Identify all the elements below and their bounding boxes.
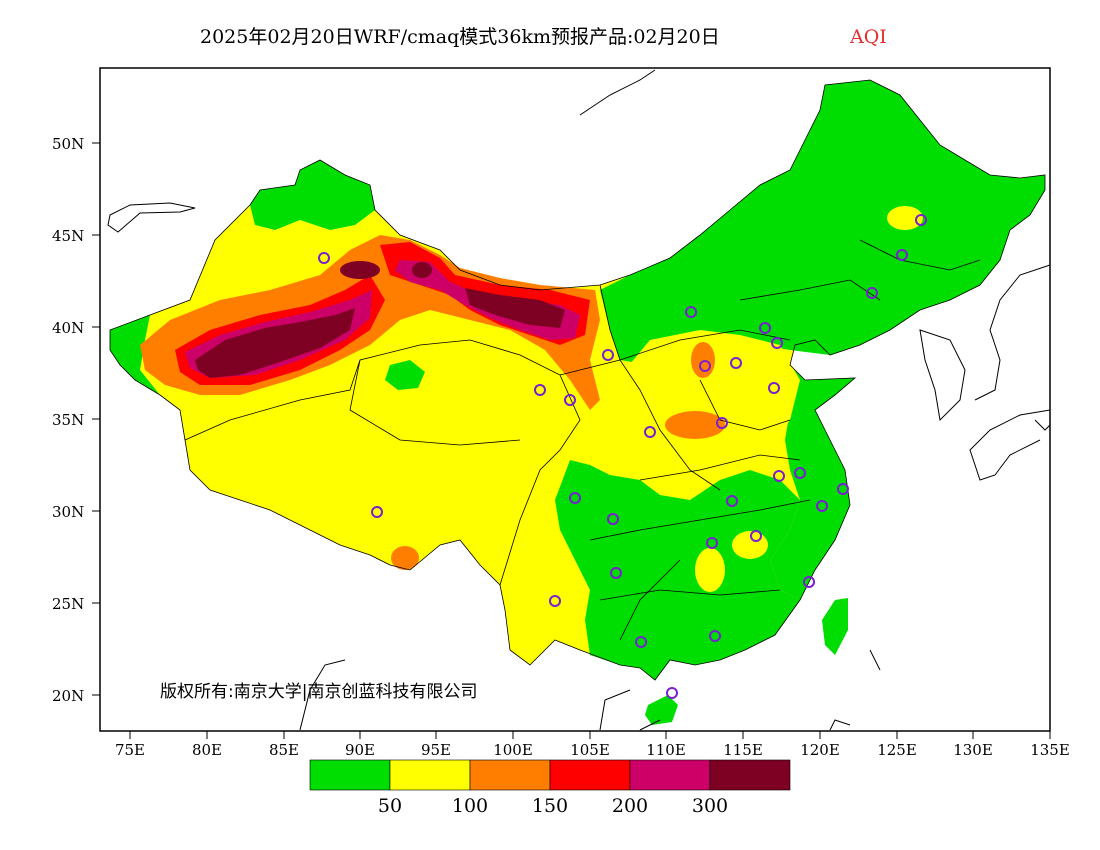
station-marker bbox=[866, 287, 878, 299]
station-marker bbox=[759, 322, 771, 334]
coastlines bbox=[107, 69, 1051, 731]
station-marker bbox=[773, 470, 785, 482]
y-tick-label: 30N bbox=[52, 503, 84, 521]
map-layers bbox=[110, 80, 1045, 725]
station-marker bbox=[549, 595, 561, 607]
y-tick-label: 25N bbox=[52, 595, 84, 613]
legend-label: 150 bbox=[532, 795, 568, 817]
station-marker bbox=[610, 567, 622, 579]
hainan-island bbox=[645, 695, 678, 725]
y-axis: 50N 45N 40N 35N 30N 25N 20N bbox=[52, 135, 100, 705]
legend-swatch-unhealthy bbox=[549, 759, 631, 791]
variable-label: AQI bbox=[849, 26, 887, 48]
station-marker bbox=[371, 506, 383, 518]
y-tick-label: 20N bbox=[52, 687, 84, 705]
station-marker bbox=[730, 357, 742, 369]
x-tick-label: 130E bbox=[953, 741, 993, 759]
y-tick-label: 45N bbox=[52, 227, 84, 245]
station-marker bbox=[564, 394, 576, 406]
x-tick-label: 125E bbox=[877, 741, 917, 759]
station-marker bbox=[915, 214, 927, 226]
legend-swatch-usg bbox=[469, 759, 551, 791]
x-tick-label: 110E bbox=[646, 741, 686, 759]
legend-label: 200 bbox=[612, 795, 648, 817]
y-tick-label: 35N bbox=[52, 411, 84, 429]
station-marker bbox=[635, 636, 647, 648]
station-marker bbox=[666, 687, 678, 699]
station-marker bbox=[685, 306, 697, 318]
taiwan-island bbox=[822, 598, 848, 655]
station-marker bbox=[768, 382, 780, 394]
x-tick-label: 105E bbox=[570, 741, 610, 759]
legend-label: 300 bbox=[692, 795, 728, 817]
station-markers bbox=[318, 214, 927, 699]
x-tick-label: 100E bbox=[493, 741, 533, 759]
x-tick-label: 80E bbox=[192, 741, 222, 759]
x-tick-label: 120E bbox=[800, 741, 840, 759]
station-marker bbox=[318, 252, 330, 264]
x-tick-label: 95E bbox=[421, 741, 451, 759]
x-tick-label: 75E bbox=[115, 741, 145, 759]
legend-swatch-moderate bbox=[389, 759, 471, 791]
green-northeast-east bbox=[600, 80, 1045, 365]
x-tick-label: 135E bbox=[1030, 741, 1070, 759]
legend-swatch-hazardous bbox=[709, 759, 791, 791]
station-marker bbox=[534, 384, 546, 396]
x-axis: 75E 80E 85E 90E 95E 100E 105E 110E 115E … bbox=[115, 731, 1070, 759]
station-marker bbox=[716, 417, 728, 429]
y-tick-label: 40N bbox=[52, 319, 84, 337]
maroon-north bbox=[465, 288, 565, 328]
yellow-patch-south2 bbox=[732, 531, 768, 559]
aqi-legend: 50 100 150 200 300 bbox=[309, 759, 791, 817]
yellow-north-china bbox=[620, 330, 800, 480]
x-tick-label: 85E bbox=[269, 741, 299, 759]
legend-swatch-very-unhealthy bbox=[629, 759, 711, 791]
station-marker bbox=[607, 513, 619, 525]
station-marker bbox=[896, 249, 908, 261]
maroon-patch-2 bbox=[412, 262, 432, 278]
station-marker bbox=[602, 349, 614, 361]
station-marker bbox=[709, 630, 721, 642]
orange-patch-3 bbox=[391, 546, 419, 570]
map-title: 2025年02月20日WRF/cmaq模式36km预报产品:02月20日 bbox=[200, 26, 720, 48]
station-marker bbox=[644, 426, 656, 438]
yellow-patch-ne bbox=[887, 206, 923, 230]
station-marker bbox=[803, 576, 815, 588]
map-frame bbox=[99, 67, 1051, 732]
province-boundaries bbox=[109, 79, 1046, 681]
maroon-taklamakan bbox=[195, 308, 355, 378]
copyright-text: 版权所有:南京大学|南京创蓝科技有限公司 bbox=[160, 682, 477, 702]
station-marker bbox=[569, 492, 581, 504]
green-west-edge bbox=[110, 315, 160, 395]
orange-patch-1 bbox=[691, 342, 715, 378]
legend-label: 50 bbox=[378, 795, 402, 817]
legend-label: 100 bbox=[452, 795, 488, 817]
station-marker bbox=[750, 530, 762, 542]
station-marker bbox=[794, 467, 806, 479]
legend-swatch-good bbox=[309, 759, 391, 791]
station-marker bbox=[726, 495, 738, 507]
y-tick-label: 50N bbox=[52, 135, 84, 153]
green-northwest bbox=[250, 160, 375, 230]
station-marker bbox=[771, 337, 783, 349]
green-qinghai-patch bbox=[385, 360, 425, 390]
station-marker bbox=[706, 537, 718, 549]
x-tick-label: 115E bbox=[723, 741, 763, 759]
station-marker bbox=[699, 360, 711, 372]
maroon-patch bbox=[340, 261, 380, 279]
x-tick-label: 90E bbox=[345, 741, 375, 759]
orange-patch-2 bbox=[665, 411, 725, 439]
yellow-patch-south1 bbox=[695, 548, 725, 592]
station-marker bbox=[816, 500, 828, 512]
station-marker bbox=[837, 483, 849, 495]
